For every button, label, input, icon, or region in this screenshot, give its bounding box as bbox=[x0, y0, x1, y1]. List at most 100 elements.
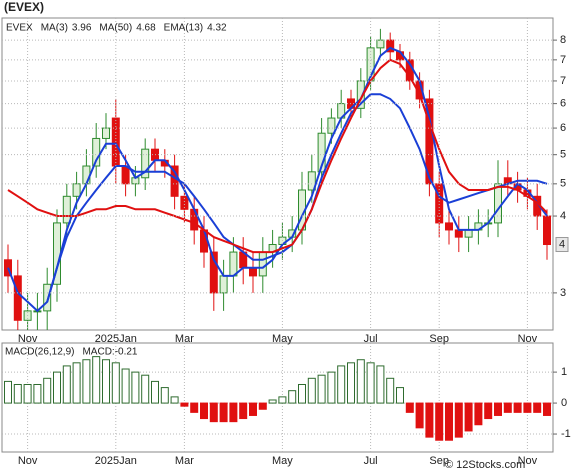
macd-bar bbox=[523, 402, 532, 413]
x-tick-label: Nov bbox=[518, 333, 538, 345]
macd-value: MACD:-0.21 bbox=[82, 347, 137, 358]
last-price-label: 4 bbox=[559, 238, 565, 250]
legend-name: MA(3) bbox=[41, 23, 68, 34]
macd-bar bbox=[13, 383, 22, 404]
macd-bar bbox=[111, 362, 120, 404]
macd-bar bbox=[396, 387, 404, 404]
macd-bar bbox=[425, 402, 434, 438]
macd-bar bbox=[190, 402, 199, 413]
candle-body bbox=[141, 148, 150, 179]
macd-bar bbox=[268, 399, 277, 404]
macd-bar bbox=[386, 377, 395, 404]
macd-bar bbox=[415, 402, 424, 429]
candle-body bbox=[494, 183, 502, 224]
y-tick-label: -1 bbox=[561, 428, 571, 440]
candle-body bbox=[180, 195, 189, 210]
candle-body bbox=[62, 195, 71, 224]
y-tick-label: 7 bbox=[560, 75, 566, 87]
macd-bar bbox=[543, 402, 551, 416]
x-tick-label: 2025Jan bbox=[95, 455, 137, 467]
macd-bar bbox=[347, 362, 355, 404]
macd-bar bbox=[337, 365, 346, 404]
macd-bar bbox=[4, 380, 12, 404]
macd-bar bbox=[533, 402, 542, 413]
candle-body bbox=[209, 251, 218, 294]
candle-body bbox=[376, 39, 385, 49]
y-tick-label: 8 bbox=[560, 34, 566, 46]
candle-body bbox=[249, 267, 257, 277]
macd-bar bbox=[366, 362, 375, 404]
watermark: © 12Stocks.com bbox=[445, 459, 525, 471]
macd-bar bbox=[503, 402, 512, 413]
macd-bar bbox=[121, 368, 130, 404]
macd-bar bbox=[82, 359, 91, 404]
y-tick-label: 1 bbox=[561, 366, 567, 378]
chart-title: (EVEX) bbox=[4, 0, 44, 14]
x-tick-label: Mar bbox=[175, 333, 194, 345]
candle-body bbox=[229, 251, 238, 277]
macd-bar bbox=[33, 383, 42, 404]
macd-bar bbox=[239, 402, 248, 420]
y-tick-label: 5 bbox=[560, 149, 566, 161]
macd-bar bbox=[307, 377, 316, 404]
x-tick-label: May bbox=[272, 455, 293, 467]
macd-bar bbox=[258, 402, 267, 410]
macd-bar bbox=[209, 402, 218, 423]
macd-bar bbox=[219, 402, 228, 423]
candle-body bbox=[170, 165, 179, 197]
x-tick-label: Nov bbox=[518, 455, 538, 467]
macd-bar bbox=[62, 365, 71, 404]
macd-bar bbox=[454, 402, 463, 438]
macd-bar bbox=[151, 380, 159, 404]
legend-value: 3.96 bbox=[72, 23, 92, 34]
y-tick-label: 5 bbox=[560, 178, 566, 190]
candle-body bbox=[454, 229, 463, 238]
x-tick-label: Jul bbox=[364, 455, 378, 467]
x-tick-label: Sep bbox=[429, 333, 449, 345]
y-tick-label: 6 bbox=[560, 122, 566, 134]
legend-symbol: EVEX bbox=[6, 23, 33, 34]
candle-body bbox=[543, 215, 551, 246]
candle-body bbox=[111, 117, 120, 167]
price-panel bbox=[1, 17, 554, 331]
candle-body bbox=[425, 98, 434, 185]
candle-body bbox=[72, 183, 81, 197]
macd-bar bbox=[53, 371, 61, 404]
x-tick-label: Jul bbox=[364, 333, 378, 345]
candle-body bbox=[386, 39, 395, 53]
macd-bar bbox=[445, 402, 453, 441]
legend-name: MA(50) bbox=[99, 23, 132, 34]
macd-bar bbox=[43, 377, 52, 404]
macd-bar bbox=[160, 387, 169, 404]
ma-line bbox=[7, 58, 548, 254]
macd-bar bbox=[474, 402, 483, 426]
x-tick-label: May bbox=[272, 333, 293, 345]
macd-bar bbox=[102, 359, 110, 404]
x-tick-label: Nov bbox=[18, 455, 38, 467]
y-tick-label: 4 bbox=[560, 210, 566, 222]
candle-body bbox=[102, 127, 110, 139]
macd-bar bbox=[327, 371, 336, 404]
x-tick-label: Mar bbox=[175, 455, 194, 467]
macd-bar bbox=[180, 402, 189, 407]
candle-body bbox=[121, 165, 130, 185]
candle-body bbox=[92, 137, 101, 167]
macd-bar bbox=[376, 365, 385, 404]
macd-bar bbox=[484, 402, 493, 420]
macd-bar bbox=[23, 383, 32, 404]
legend-value: 4.68 bbox=[136, 23, 156, 34]
legend-value: 4.32 bbox=[207, 23, 227, 34]
candle-body bbox=[219, 275, 228, 294]
legend-name: EMA(13) bbox=[164, 23, 203, 34]
y-tick-label: 7 bbox=[560, 54, 566, 66]
macd-bar bbox=[229, 402, 238, 423]
macd-bar bbox=[464, 402, 473, 432]
y-tick-label: 0 bbox=[561, 397, 567, 409]
macd-bar bbox=[435, 402, 444, 441]
y-tick-label: 6 bbox=[560, 98, 566, 110]
y-tick-label: 3 bbox=[560, 287, 566, 299]
x-tick-label: Nov bbox=[18, 333, 38, 345]
candle-body bbox=[327, 117, 336, 134]
candle-body bbox=[82, 165, 91, 185]
candle-body bbox=[200, 229, 208, 253]
